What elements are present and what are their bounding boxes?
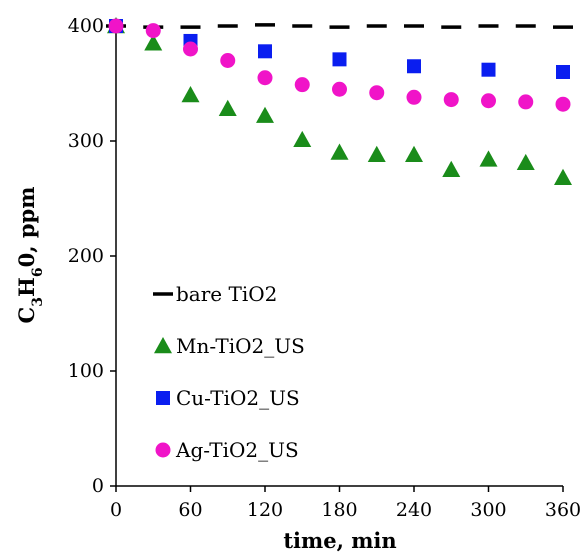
series-dash [106,23,573,29]
x-tick-label: 360 [545,499,581,521]
data-point-triangle [442,160,461,177]
data-point-triangle [516,153,535,171]
tick-labels: 0 100 200 300 400 0 60 120 180 240 300 360 [68,15,581,521]
data-point-circle [145,23,161,39]
data-point-circle [481,93,496,109]
legend: bare TiO2 Mn-TiO2_US Cu-TiO2_US Ag-TiO2_US [153,282,305,462]
x-axis-title: time, min [283,528,396,553]
legend-item: bare TiO2 [153,282,277,306]
data-point-square [556,65,570,79]
y-tick-label: 400 [68,15,104,37]
data-point-square [258,44,272,59]
data-point-triangle [367,145,386,162]
data-point-circle [220,53,236,68]
y-tick-label: 300 [68,130,104,152]
data-point-circle [555,96,571,112]
data-point-triangle [479,150,498,167]
data-point-circle [406,89,422,105]
legend-label: Cu-TiO2_US [176,386,300,410]
x-tick-label: 120 [247,499,283,521]
data-point-circle [443,92,459,108]
data-point-triangle [181,86,200,103]
legend-marker-circle [155,442,171,458]
y-tick-label: 200 [68,245,104,267]
legend-item: Cu-TiO2_US [156,386,300,410]
data-point-triangle [218,99,237,116]
data-point-circle [108,18,124,34]
data-point-triangle [293,130,312,148]
data-point-circle [518,94,534,110]
axes [110,25,564,492]
x-tick-label: 240 [396,499,432,521]
y-tick-label: 0 [92,475,104,497]
data-point-triangle [330,143,349,160]
legend-label: Ag-TiO2_US [175,438,299,462]
data-point-triangle [554,168,572,185]
y-axis-title-suffix: 0, ppm [14,187,39,268]
series-triangle [107,17,572,185]
y-tick-label: 100 [68,360,104,382]
data-point-square [332,52,347,67]
y-axis-title: C3H60, ppm [14,187,46,324]
data-point-circle [257,70,273,86]
legend-label: bare TiO2 [176,282,277,306]
data-point-circle [183,41,198,57]
series-circle [108,18,571,112]
legend-item: Mn-TiO2_US [154,334,305,358]
data-point-circle [369,85,385,101]
data-point-triangle [405,145,423,162]
x-tick-label: 0 [110,499,122,521]
y-axis-title-mid: H [14,277,39,297]
y-axis-title-sub1: 3 [30,297,46,307]
x-tick-label: 180 [321,499,357,521]
data-point-square [407,59,421,74]
x-tick-label: 60 [178,499,202,521]
y-axis-title-sub2: 6 [30,267,46,277]
data-point-circle [332,81,347,97]
data-point-square [481,62,496,77]
data-point-triangle [256,106,274,123]
legend-marker-square [156,391,170,405]
data-point-circle [294,77,310,93]
data-marks [106,17,573,185]
data-point-triangle [144,34,163,51]
legend-marker-triangle [154,337,172,354]
y-axis-title-prefix: C [14,307,39,324]
x-tick-label: 300 [470,499,506,521]
legend-item: Ag-TiO2_US [155,438,299,462]
legend-label: Mn-TiO2_US [176,334,305,358]
